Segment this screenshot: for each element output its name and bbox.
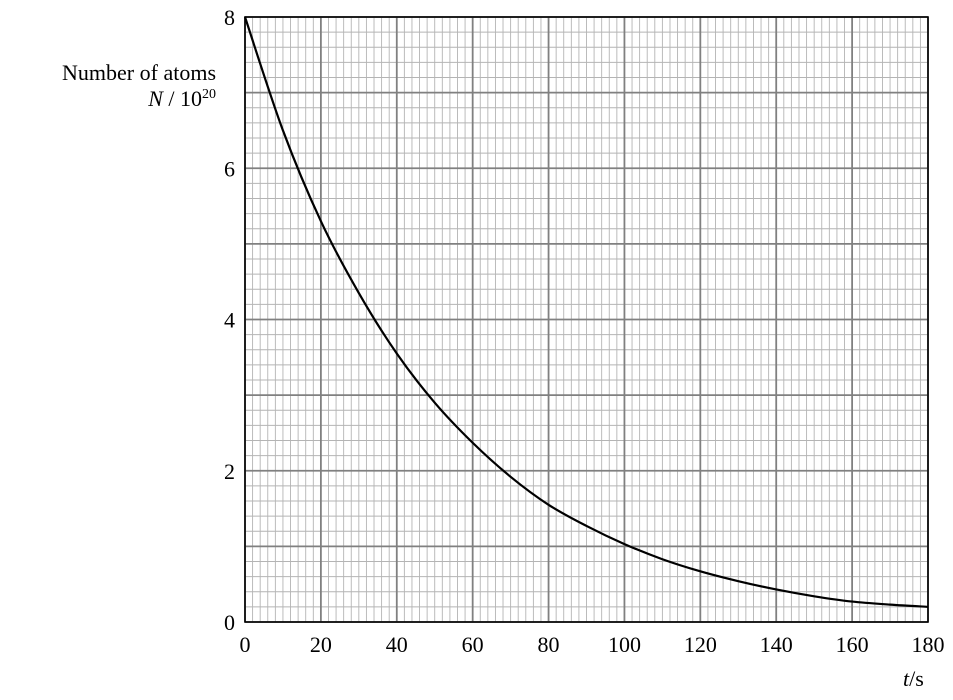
x-tick-label: 0 bbox=[240, 632, 251, 657]
x-tick-label: 160 bbox=[836, 632, 869, 657]
x-axis-unit: /s bbox=[909, 666, 924, 691]
y-axis-divider: / 10 bbox=[162, 86, 202, 111]
x-tick-label: 60 bbox=[462, 632, 484, 657]
y-tick-labels: 0 2 4 6 8 bbox=[224, 5, 235, 635]
y-axis-exponent: 20 bbox=[202, 87, 216, 102]
y-tick-label: 8 bbox=[224, 5, 235, 30]
x-tick-label: 40 bbox=[386, 632, 408, 657]
x-tick-label: 140 bbox=[760, 632, 793, 657]
x-axis-symbol: t bbox=[903, 666, 910, 691]
y-axis-label-line2: N / 1020 bbox=[6, 86, 216, 112]
x-axis-label: t/s bbox=[903, 666, 924, 692]
y-axis-label-line1: Number of atoms bbox=[62, 60, 216, 85]
x-tick-label: 20 bbox=[310, 632, 332, 657]
x-tick-label: 100 bbox=[608, 632, 641, 657]
curve-layer bbox=[243, 16, 929, 608]
x-tick-label: 180 bbox=[912, 632, 945, 657]
y-axis-label: Number of atoms N / 1020 bbox=[6, 60, 216, 112]
x-tick-label: 120 bbox=[684, 632, 717, 657]
decay-curve bbox=[243, 16, 929, 608]
y-tick-label: 2 bbox=[224, 459, 235, 484]
y-tick-label: 0 bbox=[224, 610, 235, 635]
y-tick-label: 6 bbox=[224, 156, 235, 181]
major-grid bbox=[244, 16, 929, 623]
y-tick-label: 4 bbox=[224, 308, 235, 333]
x-tick-labels: 0 20 40 60 80 100 120 140 160 180 bbox=[240, 632, 945, 657]
plot-frame bbox=[244, 16, 929, 623]
x-tick-label: 80 bbox=[538, 632, 560, 657]
y-axis-symbol: N bbox=[148, 86, 163, 111]
